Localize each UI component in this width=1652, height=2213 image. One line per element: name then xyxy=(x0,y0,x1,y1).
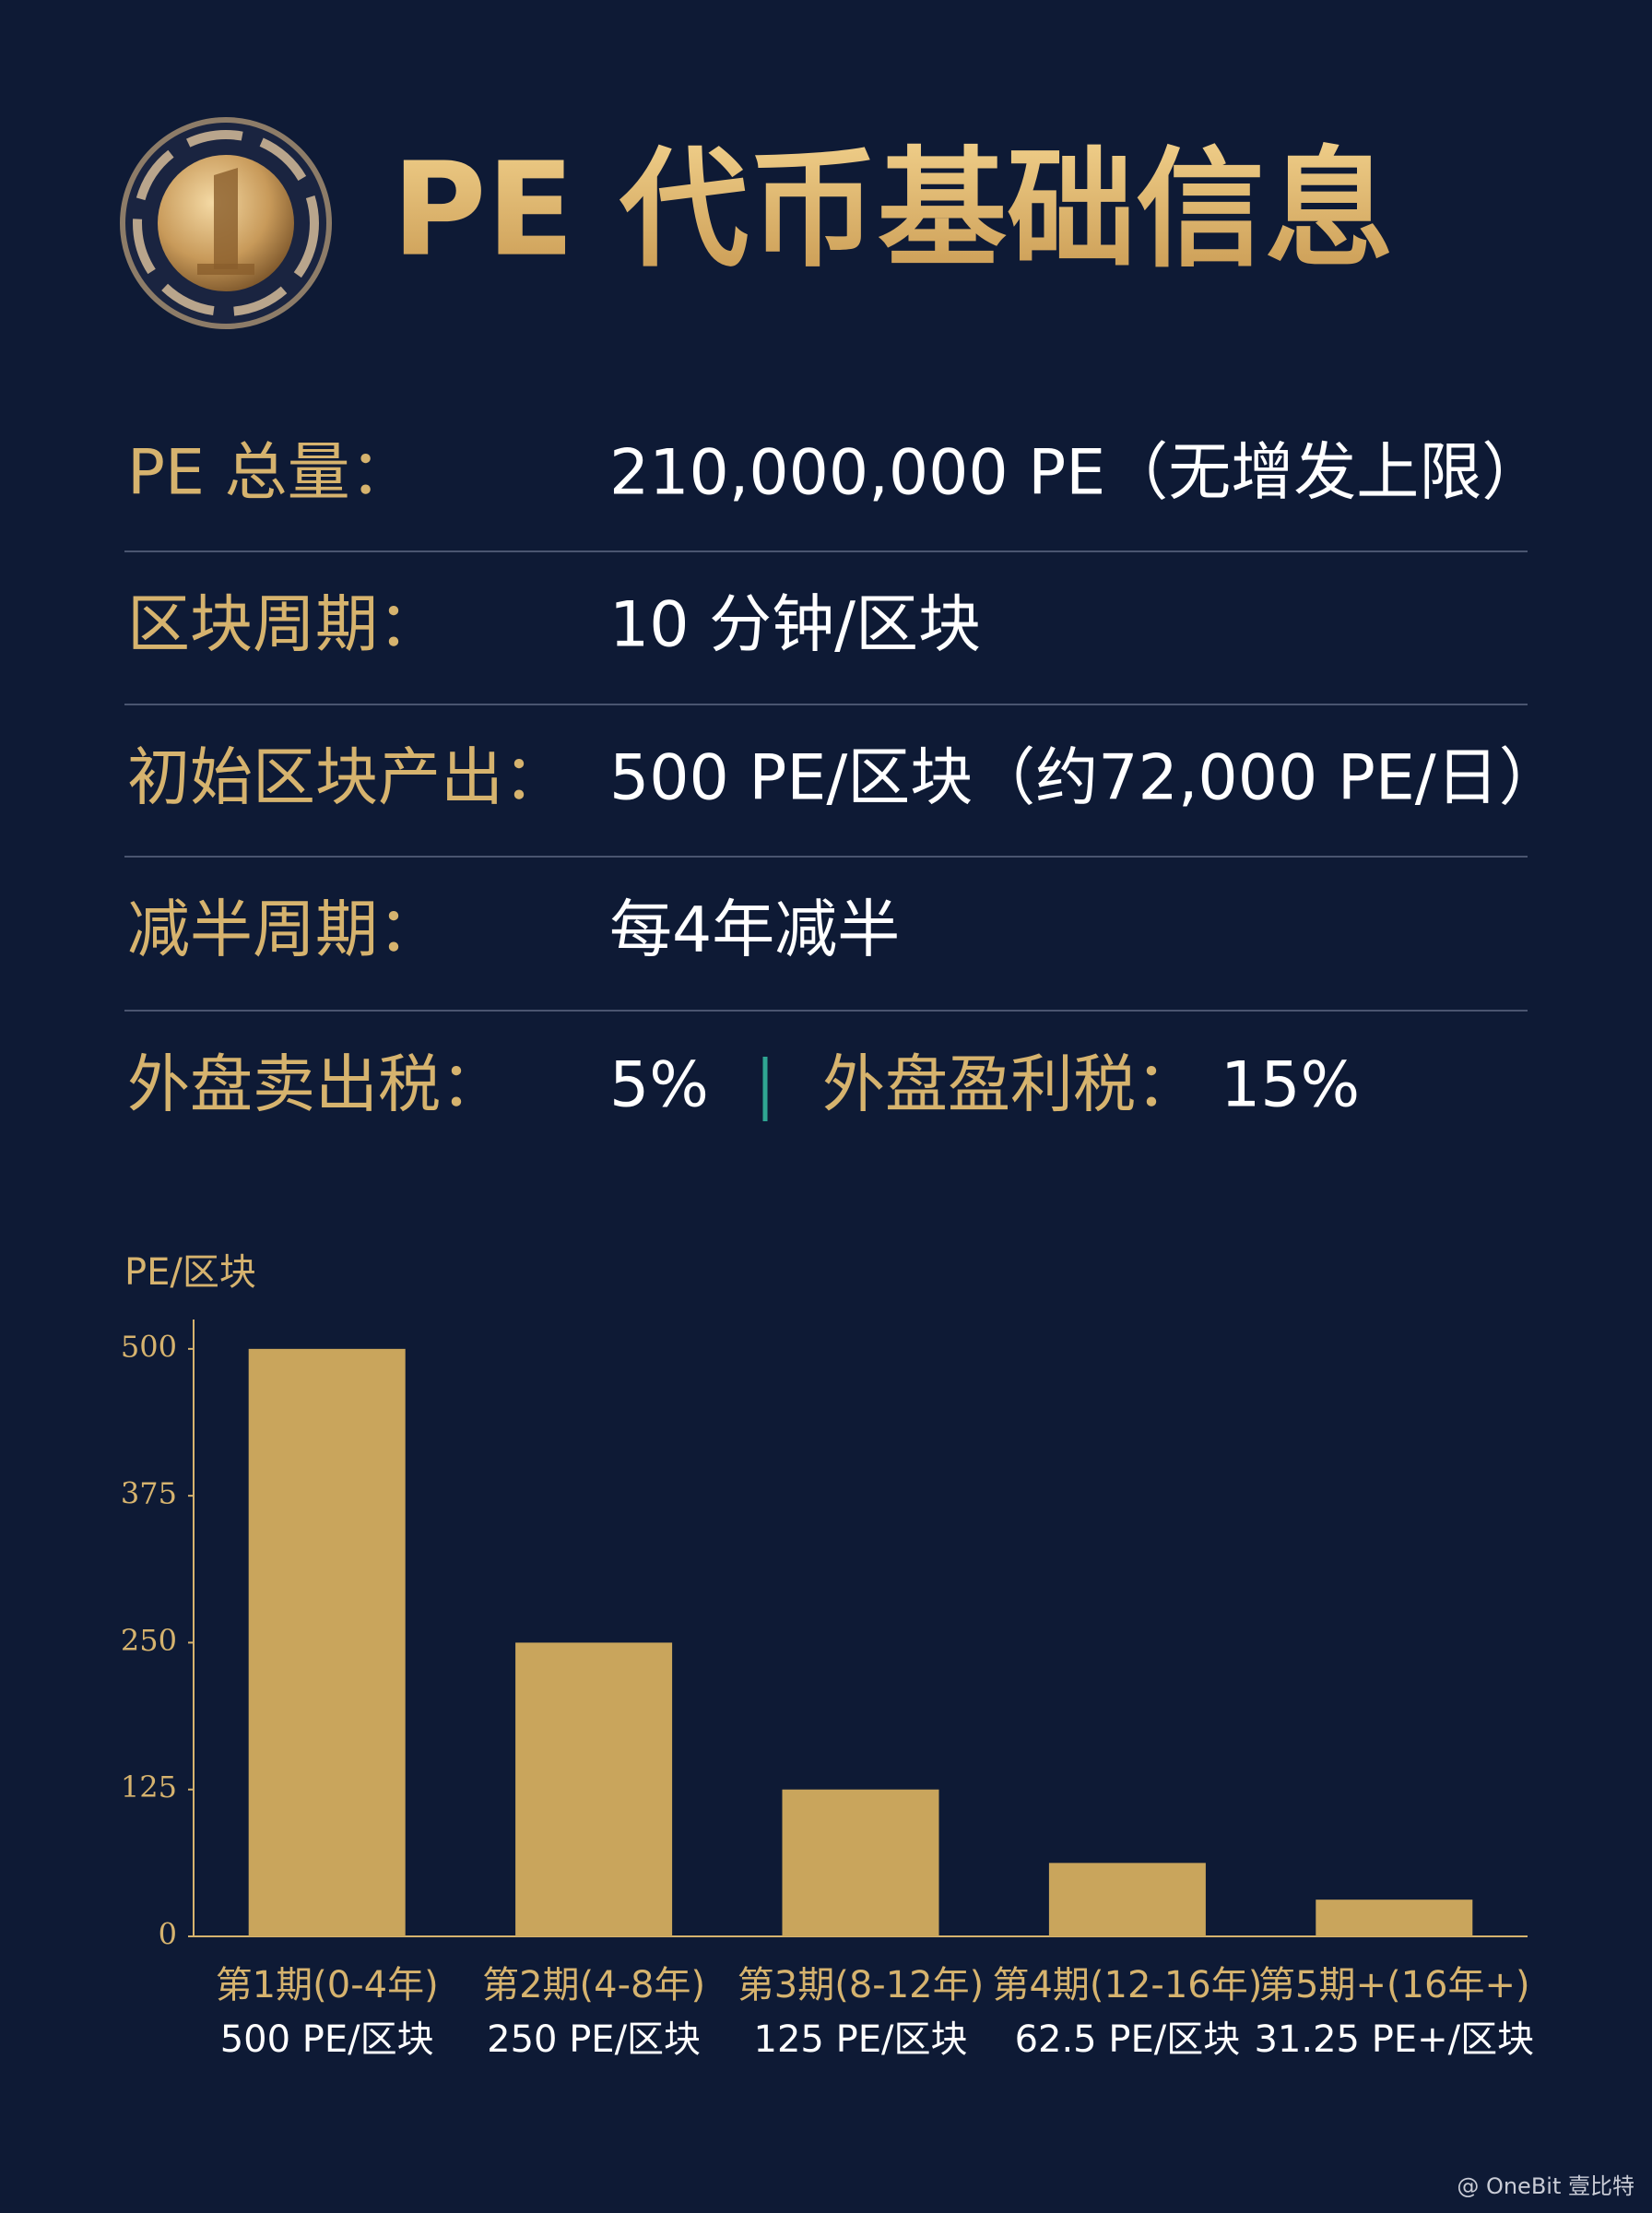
x-tick-label: 第3期(8-12年) xyxy=(738,1964,984,2006)
y-tick-label: 125 xyxy=(121,1769,177,1805)
y-axis-label: PE/区块 xyxy=(124,1251,256,1294)
value-label: 62.5 PE/区块 xyxy=(1015,2018,1241,2061)
title: PE 代币基础信息 xyxy=(392,136,1394,286)
bar xyxy=(515,1642,673,1936)
y-tick-label: 375 xyxy=(121,1476,177,1511)
y-tick-label: 0 xyxy=(159,1917,177,1952)
chart: 0 125 250 375 500 第1期(0-4年) 500 PE/区块 第2期(4-8年)… xyxy=(121,1320,1534,2061)
row-value: 500 PE/区块（约72,000 PE/日） xyxy=(609,742,1562,815)
row-value: 15% xyxy=(1221,1049,1360,1122)
row-value: 每4年减半 xyxy=(609,894,900,967)
row-value: 5% xyxy=(609,1049,709,1122)
value-label: 31.25 PE+/区块 xyxy=(1254,2018,1534,2061)
x-tick-label: 第1期(0-4年) xyxy=(216,1964,439,2006)
row-value: 210,000,000 PE（无增发上限） xyxy=(609,437,1544,510)
row-label: 外盘卖出税： xyxy=(127,1049,503,1122)
watermark: @ OneBit 壹比特 xyxy=(1457,2173,1634,2199)
bar xyxy=(1316,1899,1473,1936)
bar xyxy=(782,1789,939,1936)
row-value: 10 分钟/区块 xyxy=(609,589,981,662)
y-tick-label: 500 xyxy=(121,1329,177,1364)
y-tick-label: 250 xyxy=(121,1623,177,1658)
x-tick-label: 第2期(4-8年) xyxy=(482,1964,705,2006)
row-label: 区块周期： xyxy=(127,589,441,662)
x-tick-label: 第4期(12-16年) xyxy=(992,1964,1262,2006)
bar xyxy=(248,1348,406,1936)
row-label: 初始区块产出： xyxy=(127,742,566,815)
coin-icon xyxy=(120,117,332,329)
value-label: 125 PE/区块 xyxy=(754,2018,968,2061)
row-label: 外盘盈利税： xyxy=(822,1049,1198,1122)
row-label: PE 总量： xyxy=(127,437,413,510)
x-tick-label: 第5期+(16年+) xyxy=(1258,1964,1530,2006)
value-label: 250 PE/区块 xyxy=(487,2018,701,2061)
row-label: 减半周期： xyxy=(127,894,441,967)
value-label: 500 PE/区块 xyxy=(220,2018,434,2061)
bar xyxy=(1048,1863,1206,1936)
